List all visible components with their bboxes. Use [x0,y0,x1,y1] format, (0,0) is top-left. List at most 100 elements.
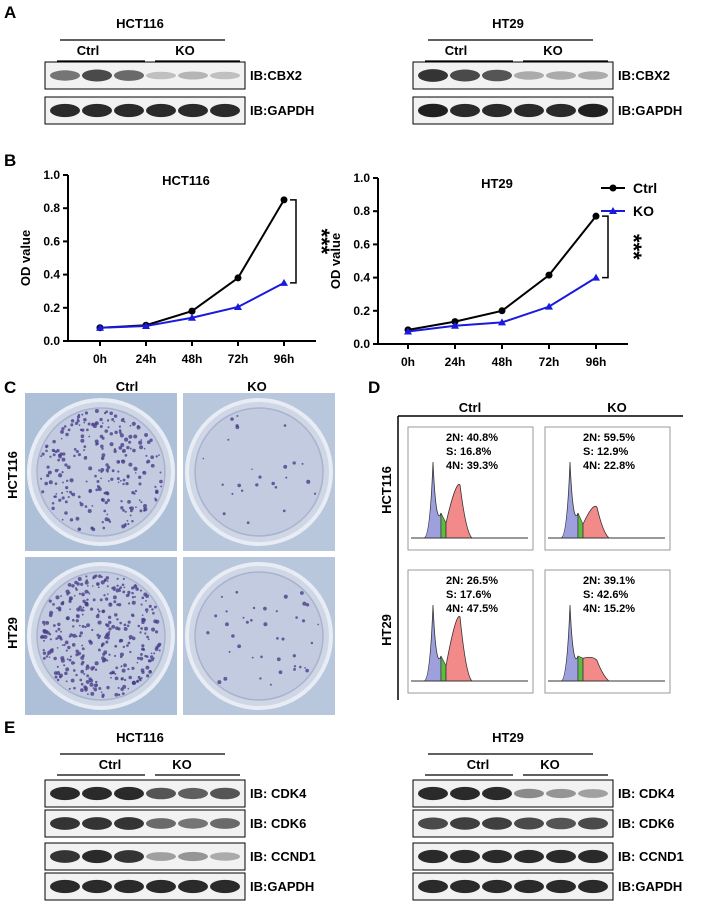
x-tick-label: 72h [539,355,560,369]
data-point [451,318,459,326]
y-tick-label: 0.6 [43,234,60,248]
panel-label-e: E [4,718,15,737]
blot-band [418,849,448,864]
data-point [498,307,506,315]
blot-band [482,879,512,894]
blot-band [50,817,80,830]
blot-band [546,788,576,799]
cell-cycle-percentage: S: 42.6% [583,589,628,601]
antibody-label: IB:GAPDH [250,879,314,894]
blot-band [514,788,544,799]
legend-marker [609,184,617,192]
blot-band [546,817,576,830]
significance-stars: *** [309,229,334,255]
blot-band [450,849,480,864]
blot-band [546,849,576,864]
blot-band [418,879,448,894]
blot-band [114,103,144,118]
legend-label: KO [633,203,654,219]
blot-band [482,817,512,830]
row-header-ht29: HT29 [379,614,394,646]
blot-band [114,786,144,801]
blot-title: HT29 [492,730,524,745]
blot-band [482,849,512,864]
y-tick-label: 0.8 [43,201,60,215]
histogram: 2N: 40.8% S: 16.8% 4N: 39.3% [407,426,534,551]
cell-cycle-percentage: 2N: 59.5% [583,432,635,444]
blot-band [546,879,576,894]
data-point [545,271,553,279]
blot-band [82,786,112,801]
y-tick-label: 1.0 [43,168,60,182]
x-tick-label: 0h [401,355,415,369]
x-tick-label: 96h [274,352,295,366]
blot-band [178,71,208,80]
blot-band [210,71,240,80]
blot-band [50,786,80,801]
y-tick-label: 0.0 [353,337,370,351]
legend-label: Ctrl [633,180,657,196]
blot-band [210,787,240,800]
cell-cycle-percentage: 4N: 15.2% [583,603,635,615]
antibody-label: IB: CDK4 [250,786,307,801]
cell-cycle-percentage: 2N: 26.5% [446,575,498,587]
blot-band [482,103,512,118]
blot-band [82,879,112,894]
y-axis-label: OD value [18,230,33,286]
blot-band [418,817,448,830]
blot-title: HCT116 [116,730,164,745]
x-tick-label: 96h [586,355,607,369]
panel-label-b: B [4,151,16,170]
blot-band [146,852,176,861]
blot-band [482,69,512,82]
blot-band [546,103,576,118]
col-header-ko: KO [607,400,627,415]
x-tick-label: 24h [445,355,466,369]
y-tick-label: 1.0 [353,171,370,185]
blot-band [82,849,112,864]
y-tick-label: 0.4 [353,271,370,285]
data-point [592,212,600,220]
blot-band [210,879,240,894]
y-axis-label: OD value [328,233,343,289]
blot-band [146,879,176,894]
blot-band [450,817,480,830]
panel-e-western-blots: HCT116 Ctrl KO IB: CDK4 IB: CDK6 IB: CCND1 IB:… [44,730,684,901]
group-label-ctrl: Ctrl [467,757,489,772]
blot-band [114,879,144,894]
blot-band [450,879,480,894]
blot-band [114,70,144,81]
cell-cycle-percentage: S: 12.9% [583,446,628,458]
blot-band [578,817,608,830]
data-point [498,318,506,326]
blot-band [146,787,176,800]
col-header-ctrl: Ctrl [116,379,138,394]
significance-bracket [290,199,297,284]
cell-cycle-percentage: 2N: 40.8% [446,432,498,444]
blot-band [50,103,80,118]
blot-band [482,786,512,801]
blot-band [578,71,608,80]
blot-band [178,879,208,894]
panel-label-d: D [368,378,380,397]
antibody-label: IB: CCND1 [618,849,684,864]
data-point [234,302,242,310]
data-point [280,196,288,204]
x-tick-label: 24h [136,352,157,366]
histogram: 2N: 39.1% S: 42.6% 4N: 15.2% [544,569,671,694]
blot-band [178,787,208,800]
blot-band [450,103,480,118]
y-tick-label: 0.2 [43,301,60,315]
blot-band [514,103,544,118]
blot-band [50,850,80,863]
antibody-label: IB: CDK6 [250,816,306,831]
cell-cycle-percentage: 2N: 39.1% [583,575,635,587]
row-header-hct116: HCT116 [379,466,394,514]
blot-band [146,103,176,118]
group-label-ctrl: Ctrl [445,43,467,58]
antibody-label: IB:CBX2 [618,68,670,83]
blot-band [514,71,544,80]
antibody-label: IB:GAPDH [618,103,682,118]
row-header-ht29: HT29 [5,617,20,649]
cell-cycle-percentage: S: 17.6% [446,589,491,601]
